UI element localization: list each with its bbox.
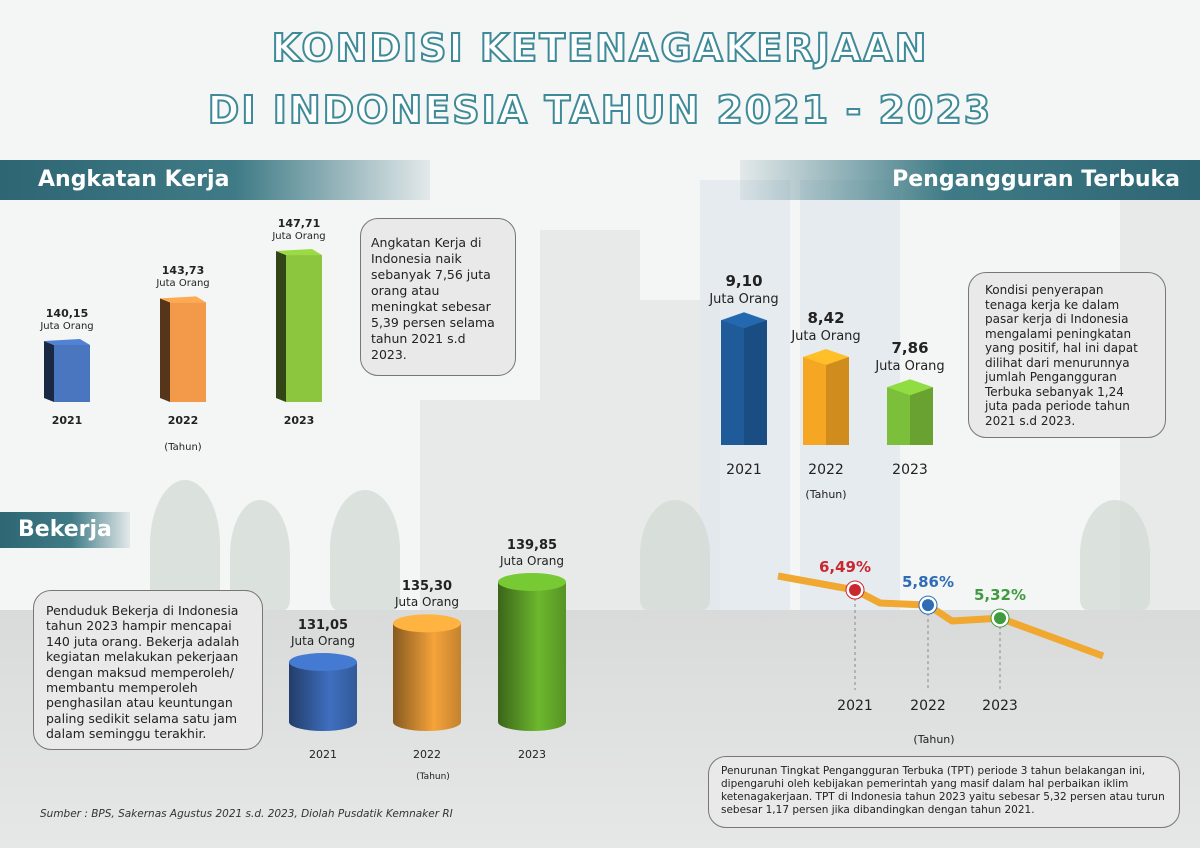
- cylinder-top: [393, 614, 461, 633]
- section-banner-bekerja: Bekerja: [0, 512, 130, 548]
- bar-unit-label: Juta Orang: [156, 278, 210, 290]
- data-point: [849, 584, 861, 596]
- point-value-label: 5,86%: [901, 573, 955, 592]
- data-point: [994, 612, 1006, 625]
- x-tick-label: 2022: [910, 698, 946, 714]
- x-tick-label: 2021: [837, 698, 873, 714]
- background-tree: [1080, 500, 1150, 610]
- bar-top: [887, 379, 933, 396]
- bar-unit-label: Juta Orang: [272, 231, 326, 243]
- cylinder-body: [289, 662, 357, 722]
- x-tick-label: 2022: [413, 748, 441, 761]
- bar-value-label: 143,73: [161, 264, 205, 278]
- x-tick-label: 2021: [51, 414, 83, 427]
- section-banner-pengangguran: Pengangguran Terbuka: [740, 160, 1200, 200]
- bar-top: [721, 312, 767, 329]
- x-axis-label: (Tahun): [164, 442, 202, 453]
- background-building: [540, 230, 640, 610]
- cylinder-body: [498, 581, 566, 722]
- bar-top: [44, 338, 90, 345]
- bar-side: [160, 298, 170, 402]
- bar-value-label: 139,85: [506, 537, 558, 553]
- bar-unit-label: Juta Orang: [40, 320, 94, 332]
- bar-unit-label: Juta Orang: [291, 634, 355, 649]
- cylinder-top: [289, 653, 357, 672]
- bar-value-label: 8,42: [807, 308, 845, 327]
- bar-value-label: 9,10: [725, 272, 763, 291]
- bar-top: [160, 296, 206, 303]
- tpt-note: Penurunan Tingkat Pengangguran Terbuka (…: [708, 756, 1180, 828]
- x-tick-label: 2022: [167, 414, 199, 427]
- pengangguran-note: Kondisi penyerapan tenaga kerja ke dalam…: [968, 272, 1166, 438]
- bar-left-face: [887, 387, 910, 445]
- x-axis-label: (Tahun): [913, 733, 955, 746]
- x-tick-label: 2022: [808, 462, 844, 478]
- bar-front: [54, 344, 90, 402]
- section-banner-angkatan-kerja: Angkatan Kerja: [0, 160, 430, 200]
- x-tick-label: 2023: [982, 698, 1018, 714]
- bar-value-label: 131,05: [297, 618, 349, 634]
- background-tree: [640, 500, 710, 610]
- bar-side: [44, 340, 54, 402]
- cylinder-body: [393, 623, 461, 722]
- x-axis-label: (Tahun): [805, 488, 847, 501]
- cylinder-top: [498, 572, 566, 591]
- bar-unit-label: Juta Orang: [500, 553, 564, 568]
- bar-unit-label: Juta Orang: [875, 359, 945, 375]
- x-tick-label: 2023: [892, 462, 928, 478]
- bar-right-face: [744, 320, 767, 445]
- bar-right-face: [910, 387, 933, 445]
- bar-unit-label: Juta Orang: [709, 292, 779, 308]
- bar-value-label: 147,71: [277, 217, 321, 231]
- data-point: [922, 599, 934, 612]
- angkatan-kerja-note: Angkatan Kerja di Indonesia naik sebanya…: [360, 218, 516, 376]
- bar-front: [170, 302, 206, 402]
- bar-top: [276, 249, 322, 256]
- bar-right-face: [826, 356, 849, 445]
- source-note: Sumber : BPS, Sakernas Agustus 2021 s.d.…: [40, 808, 453, 820]
- bar-left-face: [721, 320, 744, 445]
- bar-side: [276, 251, 286, 402]
- bar-top: [803, 348, 849, 365]
- bar-unit-label: Juta Orang: [791, 328, 861, 344]
- bar-unit-label: Juta Orang: [395, 595, 459, 610]
- bar-left-face: [803, 356, 826, 445]
- page-title-line1: Kondisi Ketenagakerjaan: [271, 25, 929, 71]
- bar-front: [286, 255, 322, 402]
- point-value-label: 6,49%: [818, 558, 872, 576]
- x-axis-label: (Tahun): [416, 772, 450, 782]
- x-tick-label: 2021: [726, 462, 762, 478]
- page-title-line2: di Indonesia Tahun 2021 - 2023: [207, 87, 993, 133]
- point-value-label: 5,32%: [973, 586, 1027, 605]
- x-tick-label: 2023: [283, 414, 315, 427]
- x-tick-label: 2021: [309, 748, 337, 761]
- bar-value-label: 140,15: [45, 306, 89, 320]
- bar-value-label: 7,86: [891, 339, 929, 358]
- background-tree: [150, 480, 220, 610]
- x-tick-label: 2023: [518, 748, 546, 761]
- background-tree: [330, 490, 400, 610]
- bar-value-label: 135,30: [401, 579, 453, 595]
- bekerja-note: Penduduk Bekerja di Indonesia tahun 2023…: [33, 590, 263, 750]
